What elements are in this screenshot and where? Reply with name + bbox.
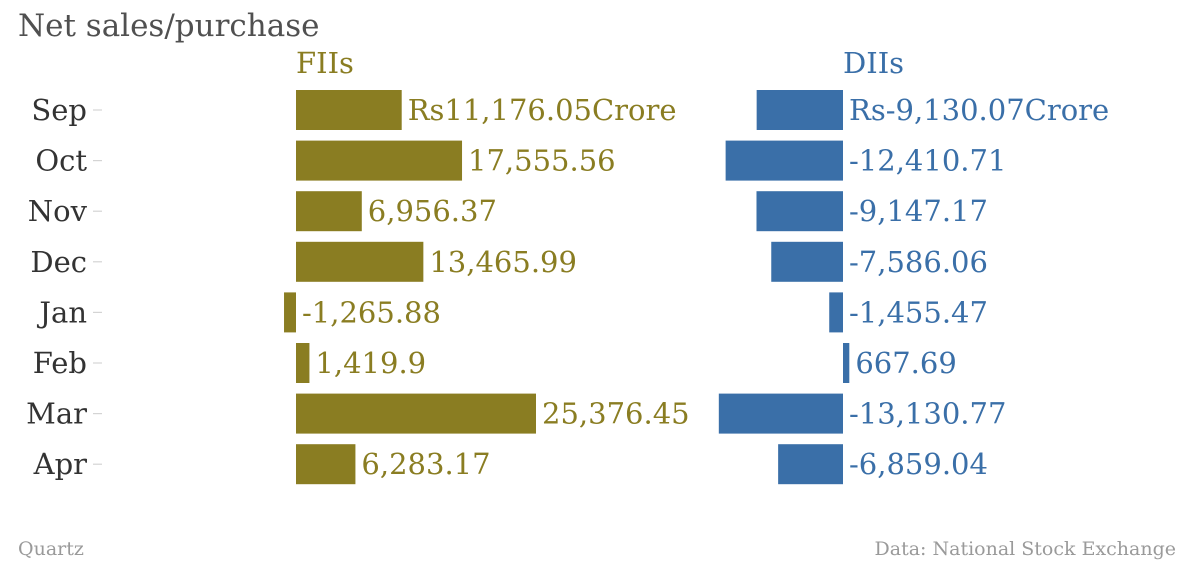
data-label-diis-jan: -1,455.47 [849,295,988,329]
bar-fiis-nov [296,191,362,232]
bar-fiis-dec [296,241,424,282]
chart-title: Net sales/purchase [18,8,319,44]
bar-fiis-jan [284,292,296,333]
category-axis: Sep Oct Nov Dec Jan Feb Mar Apr [26,93,102,481]
chart-panels: FIIs Rs11,176.05Crore 17,555.56 6,956.37 13,… [284,46,1109,485]
data-label-fiis-apr: 6,283.17 [361,447,490,481]
bar-diis-oct [725,140,843,181]
bar-diis-jan [829,292,843,333]
bar-fiis-feb [296,343,310,383]
data-label-fiis-oct: 17,555.56 [468,144,616,178]
data-label-diis-mar: -13,130.77 [849,397,1006,431]
category-label-jan: Jan [36,295,87,329]
source-right: Data: National Stock Exchange [875,538,1176,560]
bar-fiis-sep [296,90,402,130]
data-label-diis-oct: -12,410.71 [849,144,1006,178]
data-label-fiis-sep: Rs11,176.05Crore [408,93,677,127]
data-label-fiis-jan: -1,265.88 [302,295,441,329]
panel-fiis: FIIs Rs11,176.05Crore 17,555.56 6,956.37 13,… [284,46,690,485]
panel-diis: DIIs Rs-9,130.07Crore -12,410.71 -9,147.17 -… [718,46,1109,485]
data-label-fiis-feb: 1,419.9 [315,346,426,380]
data-label-fiis-mar: 25,376.45 [542,397,690,431]
panel-title-fiis: FIIs [296,46,354,80]
bar-fiis-mar [296,393,536,434]
bar-diis-mar [718,393,843,434]
category-label-sep: Sep [31,93,87,127]
data-label-fiis-nov: 6,956.37 [368,194,497,228]
panel-title-diis: DIIs [843,46,904,80]
bar-fiis-apr [296,444,356,485]
bar-diis-sep [756,90,843,130]
source-left: Quartz [18,538,84,560]
bar-diis-apr [778,444,843,485]
category-label-dec: Dec [30,245,87,279]
data-label-diis-feb: 667.69 [855,346,956,380]
bar-diis-nov [756,191,843,232]
data-label-diis-nov: -9,147.17 [849,194,988,228]
data-label-diis-dec: -7,586.06 [849,245,988,279]
bar-fiis-oct [296,140,463,181]
data-label-fiis-dec: 13,465.99 [429,245,577,279]
category-label-oct: Oct [35,144,87,178]
category-label-mar: Mar [26,397,87,431]
data-label-diis-sep: Rs-9,130.07Crore [849,93,1109,127]
data-label-diis-apr: -6,859.04 [849,447,988,481]
category-label-apr: Apr [33,447,88,481]
category-label-nov: Nov [28,194,88,228]
bar-diis-feb [843,343,850,383]
category-label-feb: Feb [33,346,87,380]
bar-diis-dec [771,241,843,282]
